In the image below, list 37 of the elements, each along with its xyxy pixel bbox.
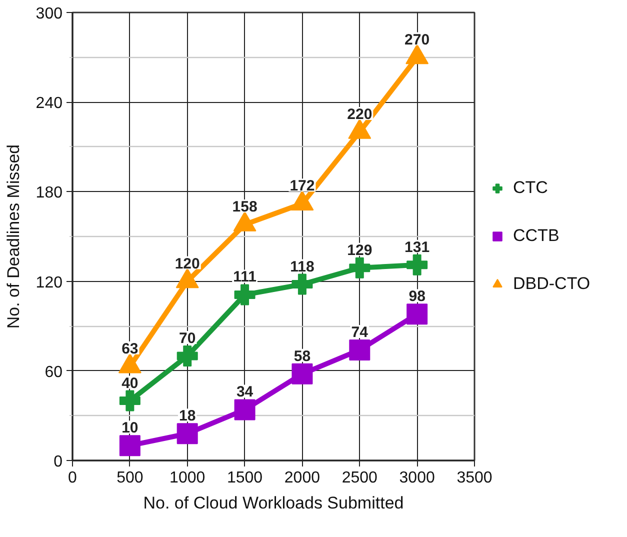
data-label: 131 <box>404 238 430 256</box>
legend-label: CTC <box>513 178 548 198</box>
x-tick-label: 500 <box>116 470 144 486</box>
legend-label: CCTB <box>513 226 560 246</box>
y-axis-title: No. of Deadlines Missed <box>4 144 23 329</box>
data-label: 63 <box>122 340 138 358</box>
data-label: 158 <box>232 198 258 216</box>
y-tick-label: 0 <box>54 454 63 470</box>
y-tick-label: 60 <box>44 364 63 381</box>
data-label: 98 <box>408 288 426 306</box>
data-label: 10 <box>122 420 138 437</box>
x-tick-label: 3500 <box>456 470 492 486</box>
y-tick-label: 180 <box>36 184 63 202</box>
legend-label: DBD-CTO <box>513 274 590 294</box>
data-label: 18 <box>179 408 196 425</box>
x-axis-title: No. of Cloud Workloads Submitted <box>143 494 404 512</box>
x-tick-label: 0 <box>68 470 78 486</box>
data-label: 220 <box>347 106 372 123</box>
data-label: 129 <box>347 242 372 259</box>
data-label: 74 <box>351 324 369 341</box>
data-label: 118 <box>290 258 314 276</box>
x-tick-label: 1500 <box>226 470 263 486</box>
y-tick-label: 300 <box>36 6 63 22</box>
x-tick-label: 3000 <box>399 470 435 486</box>
y-tick-label: 240 <box>36 95 63 112</box>
y-tick-label: 120 <box>36 274 63 292</box>
data-label: 58 <box>294 348 311 365</box>
x-tick-label: 1000 <box>170 470 206 486</box>
data-label: 70 <box>179 330 196 347</box>
data-label: 111 <box>233 268 256 286</box>
data-label: 270 <box>404 31 430 48</box>
x-tick-label: 2500 <box>342 470 378 486</box>
x-tick-label: 2000 <box>284 470 320 486</box>
data-label: 40 <box>122 374 138 392</box>
data-label: 34 <box>236 384 254 401</box>
data-label: 120 <box>174 255 200 272</box>
data-label: 172 <box>290 178 315 195</box>
